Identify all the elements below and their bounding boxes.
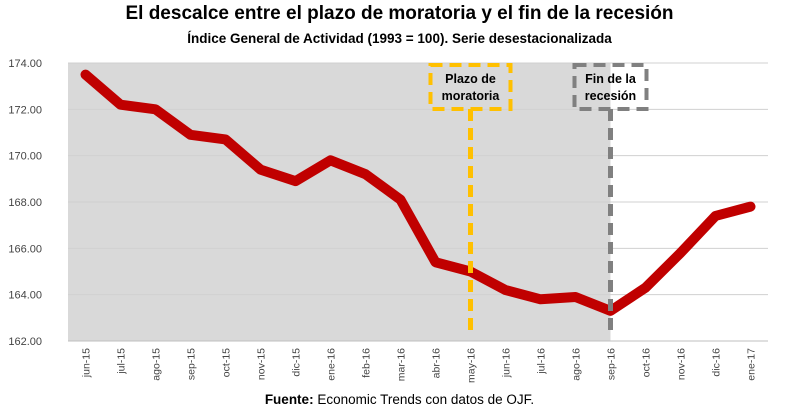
chart-subtitle: Índice General de Actividad (1993 = 100)… <box>187 31 612 46</box>
x-tick-label: nov-16 <box>676 348 688 380</box>
x-tick-label: ago-15 <box>151 348 163 381</box>
annotation-label: recesión <box>585 89 636 103</box>
x-tick-label: abr-16 <box>431 348 443 379</box>
y-tick-label: 164.00 <box>8 290 42 302</box>
source-label: Fuente: <box>264 392 314 407</box>
x-tick-label: sep-16 <box>606 348 618 380</box>
x-tick-label: jun-15 <box>81 348 93 378</box>
annotation-box <box>428 63 513 111</box>
chart-title: El descalce entre el plazo de moratoria … <box>125 3 674 24</box>
x-tick-label: oct-15 <box>221 348 233 377</box>
annotation-box <box>572 63 649 111</box>
x-tick-label: sep-15 <box>186 348 198 380</box>
x-tick-label: may-16 <box>466 348 478 383</box>
source-text: Economic Trends con datos de OJF. <box>313 392 535 407</box>
x-tick-label: oct-16 <box>641 348 653 377</box>
annotation-label: Fin de la <box>585 72 637 86</box>
x-tick-label: dic-15 <box>291 348 303 377</box>
x-tick-label: jul-15 <box>116 348 128 375</box>
y-tick-label: 162.00 <box>8 336 42 348</box>
x-tick-label: ago-16 <box>571 348 583 381</box>
x-tick-label: ene-16 <box>326 348 338 381</box>
y-tick-label: 174.00 <box>8 58 42 70</box>
y-tick-label: 168.00 <box>8 197 42 209</box>
y-tick-label: 170.00 <box>8 151 42 163</box>
x-tick-label: dic-16 <box>711 348 723 377</box>
series-line <box>80 69 756 316</box>
y-tick-label: 172.00 <box>8 104 42 116</box>
y-tick-label: 166.00 <box>8 243 42 255</box>
annotation-label: moratoria <box>442 89 501 103</box>
x-tick-label: mar-16 <box>396 348 408 381</box>
annotation-label: Plazo de <box>445 72 496 86</box>
x-tick-label: feb-16 <box>361 348 373 378</box>
x-tick-label: nov-15 <box>256 348 268 380</box>
x-tick-label: ene-17 <box>746 348 758 381</box>
x-tick-label: jun-16 <box>501 348 513 378</box>
x-tick-label: jul-16 <box>536 348 548 375</box>
source-note: Fuente: Economic Trends con datos de OJF… <box>0 392 799 407</box>
